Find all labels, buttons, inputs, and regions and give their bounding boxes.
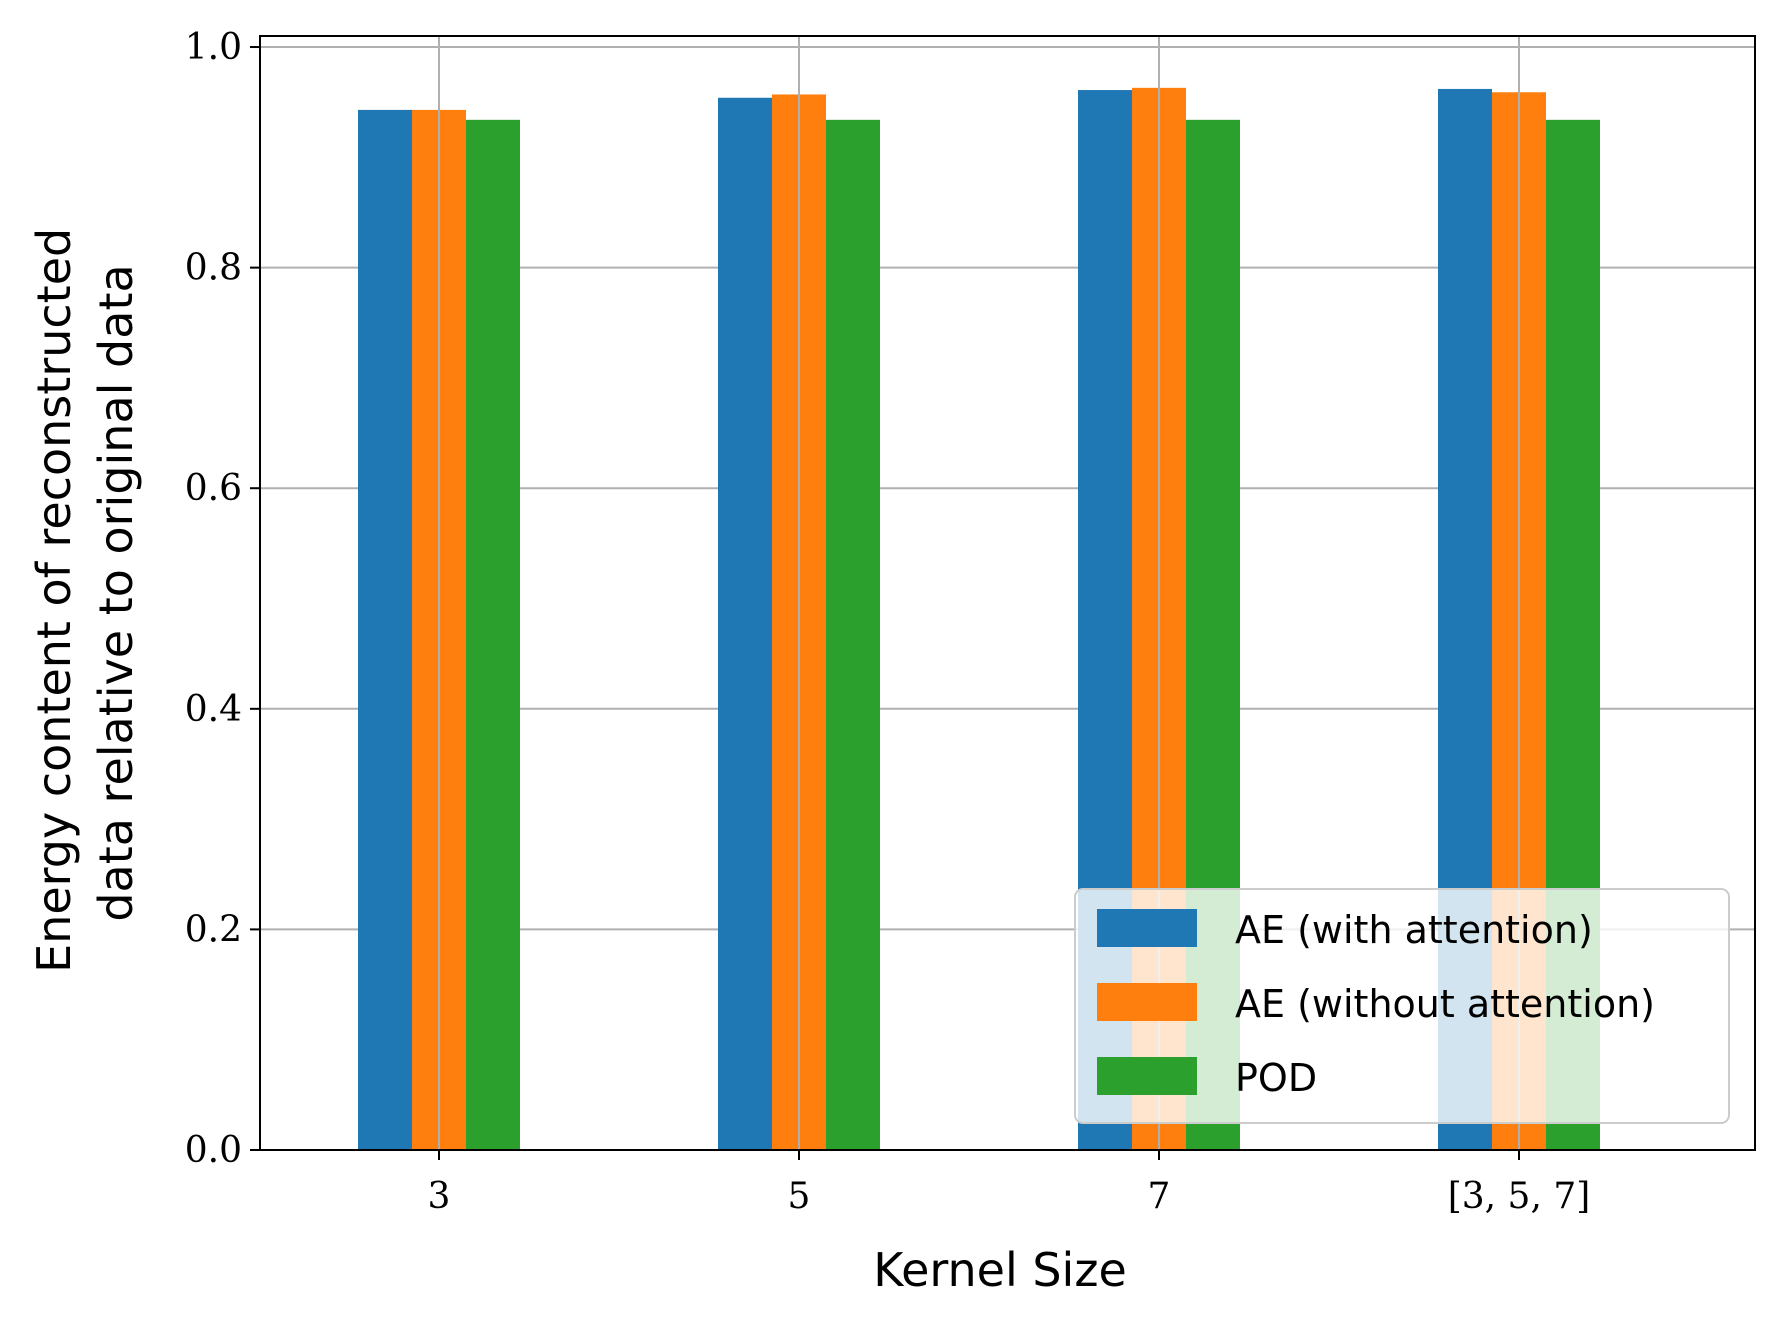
y-axis-title-line-2: data relative to original data bbox=[89, 264, 143, 921]
legend-label: POD bbox=[1235, 1056, 1317, 1100]
y-tick-label: 0.4 bbox=[185, 689, 242, 730]
bar bbox=[466, 119, 520, 1151]
legend-box bbox=[1074, 888, 1730, 1124]
legend-swatch bbox=[1097, 983, 1197, 1021]
bar bbox=[718, 97, 772, 1150]
bar bbox=[826, 119, 880, 1151]
y-tick-label: 0.8 bbox=[185, 248, 242, 289]
x-tick-label: 7 bbox=[1148, 1176, 1171, 1217]
y-tick-label: 0.0 bbox=[185, 1130, 242, 1171]
x-tick-label: 3 bbox=[428, 1176, 451, 1217]
y-tick-label: 1.0 bbox=[185, 27, 242, 68]
legend-swatch bbox=[1097, 1057, 1197, 1095]
legend-swatch bbox=[1097, 909, 1197, 947]
legend-label: AE (with attention) bbox=[1235, 908, 1593, 952]
x-tick-label: 5 bbox=[788, 1176, 811, 1217]
y-axis-title: Energy content of reconstructed data rel… bbox=[27, 213, 143, 973]
legend-label: AE (without attention) bbox=[1235, 982, 1655, 1026]
y-axis-title-line-1: Energy content of reconstructed bbox=[27, 228, 81, 973]
plot-frame bbox=[259, 35, 1756, 1151]
y-tick-label: 0.6 bbox=[185, 468, 242, 509]
x-axis-title: Kernel Size bbox=[873, 1243, 1127, 1297]
ticks: 0.0 0.2 0.4 0.6 0.8 1.0 3 5 7 [3, 5, 7] bbox=[185, 27, 1591, 1217]
y-tick-label: 0.2 bbox=[185, 909, 242, 950]
legend: AE (with attention) AE (without attention… bbox=[1074, 888, 1730, 1124]
x-tick-label: [3, 5, 7] bbox=[1448, 1176, 1591, 1217]
bar bbox=[358, 109, 412, 1150]
